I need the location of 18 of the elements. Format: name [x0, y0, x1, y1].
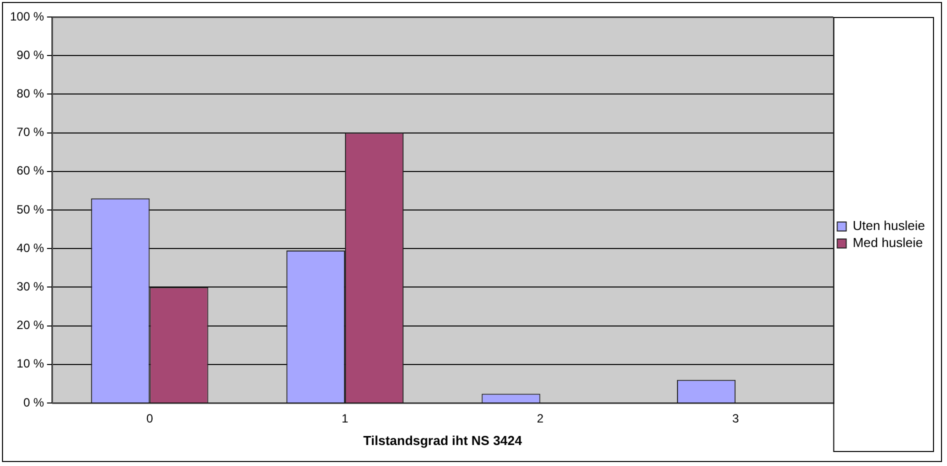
y-tick-label: 60 %: [16, 164, 44, 178]
legend-label: Uten husleie: [852, 218, 926, 234]
x-tick-label: 1: [342, 412, 349, 426]
x-tick-label: 2: [536, 412, 544, 426]
legend-label: Med husleie: [852, 235, 923, 250]
x-tick-label: 3: [732, 412, 740, 426]
y-tick-label: 80 %: [16, 86, 44, 101]
y-tick-label: 100 %: [10, 9, 44, 24]
x-tick-label: 0: [146, 412, 154, 426]
y-tick-label: 20 %: [16, 318, 44, 332]
y-tick-label: 40 %: [16, 240, 44, 255]
y-tick-label: 90 %: [16, 48, 44, 62]
x-axis-title: Tilstandsgrad iht NS 3424: [363, 432, 523, 448]
y-tick-label: 70 %: [16, 125, 44, 140]
y-tick-label: 30 %: [16, 280, 44, 294]
y-tick-label: 10 %: [16, 356, 44, 371]
y-tick-label: 50 %: [16, 202, 44, 216]
y-tick-label: 0 %: [23, 395, 44, 410]
